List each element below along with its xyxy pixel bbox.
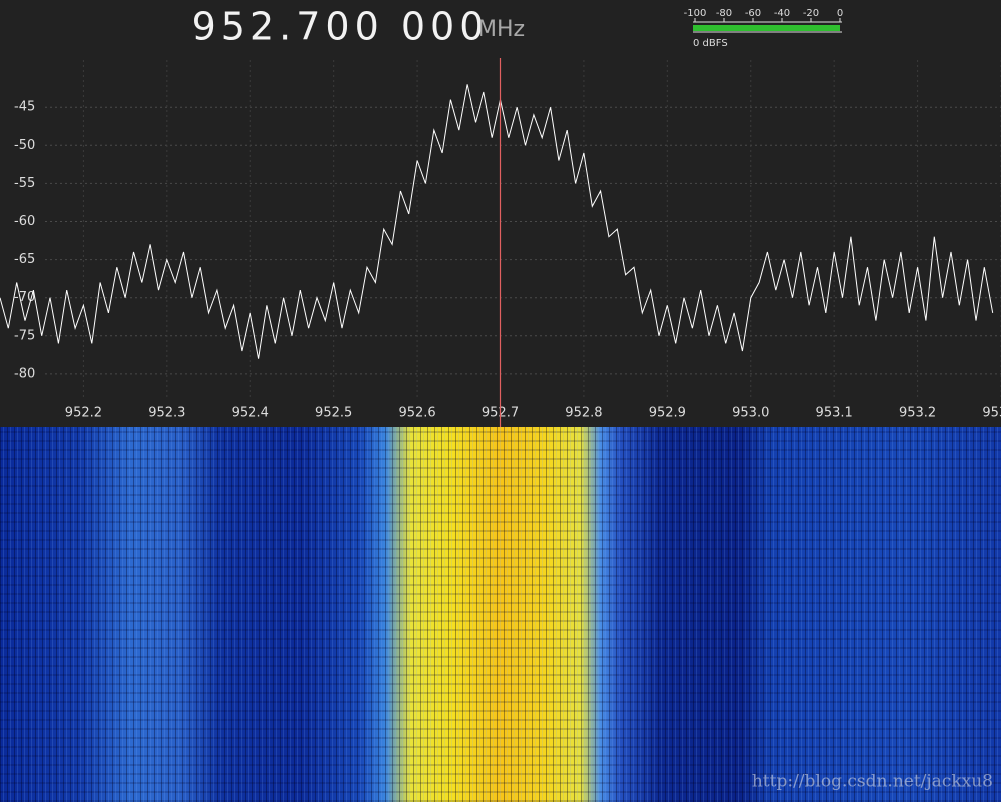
x-tick-label: 952.2	[65, 406, 102, 421]
waterfall	[0, 427, 1001, 802]
x-tick-label: 952.5	[315, 406, 352, 421]
meter-level-bar	[693, 25, 840, 31]
y-tick-label: -55	[14, 176, 35, 191]
x-tick-label: 952.3	[148, 406, 185, 421]
meter-tick-label: -100	[684, 8, 707, 19]
spectrum-trace	[0, 84, 994, 359]
y-tick-label: -70	[14, 290, 35, 305]
y-tick-label: -60	[14, 214, 35, 229]
x-tick-label: 953.2	[899, 406, 936, 421]
frequency-value[interactable]: 952.700 000	[192, 5, 489, 49]
x-tick-label: 952.4	[232, 406, 269, 421]
y-tick-label: -75	[14, 328, 35, 343]
meter-tick-label: -80	[716, 8, 732, 19]
x-tick-label: 952.6	[398, 406, 435, 421]
x-tick-label: 952.8	[565, 406, 602, 421]
meter-tick-label: -40	[774, 8, 790, 19]
meter-tick-label: 0	[837, 8, 843, 19]
y-tick-label: -65	[14, 252, 35, 267]
meter-tick-label: -60	[745, 8, 761, 19]
y-tick-label: -50	[14, 138, 35, 153]
watermark: http://blog.csdn.net/jackxu8	[752, 772, 993, 792]
level-meter: -100 -80 -60 -40 -20 0 0 dBFS	[684, 8, 844, 49]
x-tick-label: 953.3	[982, 406, 1001, 421]
x-tick-label: 953.1	[816, 406, 853, 421]
meter-level-label: 0 dBFS	[693, 38, 728, 49]
x-tick-label: 952.9	[649, 406, 686, 421]
plot: -80 -75 -70 -65 -60 -55 -50 -45 952.2 952.3 952.4 9…	[0, 58, 1001, 427]
meter-tick-label: -20	[803, 8, 819, 19]
x-tick-label: 953.0	[732, 406, 769, 421]
frequency-unit: MHz	[478, 17, 525, 42]
y-tick-label: -45	[14, 100, 35, 115]
y-tick-label: -80	[14, 366, 35, 381]
